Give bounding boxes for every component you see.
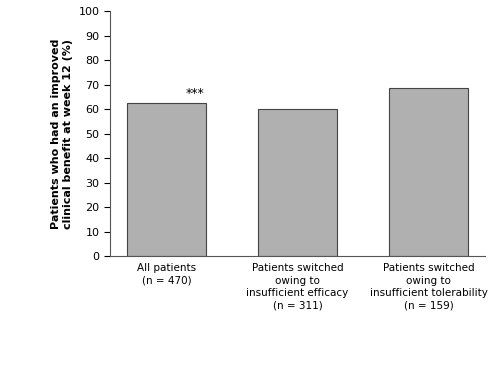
Bar: [258, 109, 337, 256]
Bar: [390, 88, 468, 256]
Text: ***: ***: [186, 87, 205, 100]
Y-axis label: Patients who had an improved
clinical benefit at week 12 (%): Patients who had an improved clinical be…: [52, 38, 73, 229]
Bar: [127, 103, 206, 256]
